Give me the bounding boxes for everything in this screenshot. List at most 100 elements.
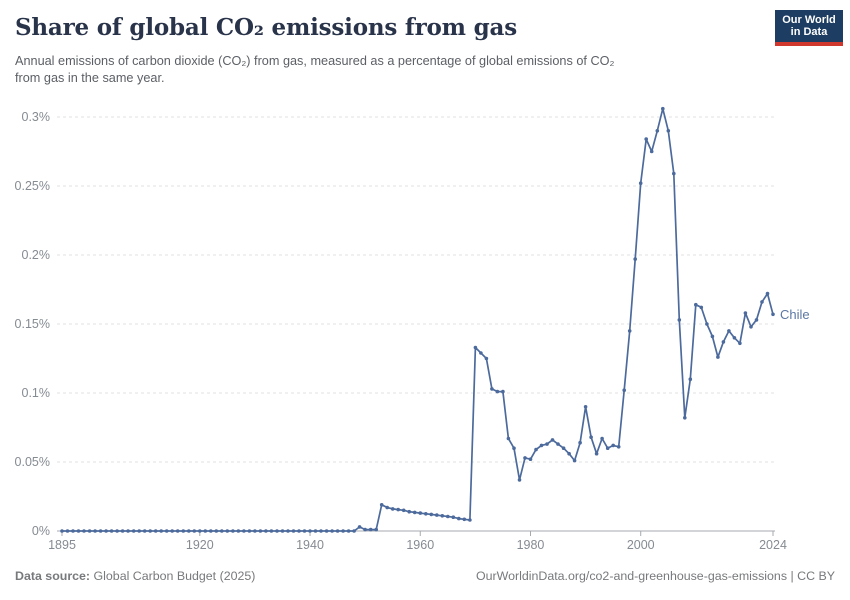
- data-point[interactable]: [754, 318, 759, 322]
- data-point[interactable]: [633, 257, 637, 261]
- data-point[interactable]: [137, 529, 141, 533]
- data-point[interactable]: [644, 137, 648, 141]
- data-point[interactable]: [291, 529, 296, 533]
- data-point[interactable]: [87, 529, 92, 533]
- data-point[interactable]: [115, 529, 119, 533]
- data-point[interactable]: [539, 443, 544, 448]
- data-point[interactable]: [352, 529, 356, 533]
- data-point[interactable]: [264, 529, 268, 533]
- data-point[interactable]: [490, 387, 494, 391]
- data-point[interactable]: [672, 171, 676, 176]
- data-point[interactable]: [98, 529, 103, 533]
- data-point[interactable]: [589, 435, 593, 440]
- data-point[interactable]: [357, 525, 362, 529]
- data-point[interactable]: [148, 529, 152, 533]
- data-point[interactable]: [258, 529, 263, 533]
- data-point[interactable]: [104, 529, 108, 533]
- data-point[interactable]: [429, 512, 434, 517]
- data-point[interactable]: [479, 351, 483, 355]
- data-point[interactable]: [705, 322, 709, 326]
- data-point[interactable]: [699, 305, 704, 310]
- data-point[interactable]: [396, 507, 401, 512]
- data-point[interactable]: [335, 529, 340, 533]
- data-point[interactable]: [666, 129, 671, 133]
- data-point[interactable]: [550, 438, 555, 442]
- data-point[interactable]: [716, 355, 720, 359]
- data-point[interactable]: [523, 456, 527, 460]
- data-point[interactable]: [412, 510, 417, 515]
- data-point[interactable]: [765, 291, 770, 296]
- data-point[interactable]: [407, 509, 412, 514]
- data-point[interactable]: [313, 529, 318, 533]
- data-point[interactable]: [567, 451, 571, 456]
- data-point[interactable]: [462, 517, 467, 522]
- data-point[interactable]: [694, 302, 698, 307]
- data-point[interactable]: [131, 529, 136, 533]
- data-point[interactable]: [198, 529, 202, 533]
- data-point[interactable]: [583, 405, 588, 409]
- data-point[interactable]: [738, 341, 742, 346]
- data-point[interactable]: [732, 336, 737, 340]
- owid-logo[interactable]: Our World in Data: [775, 10, 843, 46]
- data-point[interactable]: [572, 458, 577, 463]
- data-source-value[interactable]: Global Carbon Budget (2025): [93, 569, 256, 583]
- data-point[interactable]: [435, 513, 439, 517]
- data-point[interactable]: [142, 529, 147, 533]
- data-point[interactable]: [60, 529, 64, 533]
- data-point[interactable]: [600, 436, 604, 441]
- data-point[interactable]: [473, 345, 478, 350]
- data-point[interactable]: [649, 149, 654, 154]
- data-point[interactable]: [82, 529, 86, 533]
- data-point[interactable]: [126, 529, 130, 533]
- data-point[interactable]: [231, 529, 235, 533]
- data-point[interactable]: [611, 443, 615, 448]
- entity-label-chile[interactable]: Chile: [780, 307, 810, 322]
- data-point[interactable]: [545, 442, 549, 446]
- data-point[interactable]: [225, 529, 230, 533]
- data-point[interactable]: [192, 529, 197, 533]
- data-point[interactable]: [203, 529, 208, 533]
- data-point[interactable]: [484, 356, 489, 361]
- data-point[interactable]: [710, 334, 715, 339]
- data-point[interactable]: [638, 181, 643, 185]
- data-point[interactable]: [561, 446, 566, 451]
- data-point[interactable]: [451, 515, 456, 519]
- data-point[interactable]: [330, 529, 334, 533]
- data-point[interactable]: [594, 451, 599, 456]
- data-point[interactable]: [385, 505, 390, 510]
- data-point[interactable]: [253, 529, 257, 533]
- data-point[interactable]: [220, 529, 224, 533]
- data-point[interactable]: [506, 436, 511, 441]
- data-point[interactable]: [242, 529, 246, 533]
- data-point[interactable]: [275, 529, 279, 533]
- data-point[interactable]: [236, 529, 241, 533]
- data-point[interactable]: [468, 518, 472, 522]
- data-point[interactable]: [616, 445, 621, 449]
- data-point[interactable]: [501, 389, 505, 394]
- data-point[interactable]: [93, 529, 97, 533]
- data-point[interactable]: [341, 529, 345, 533]
- data-point[interactable]: [297, 529, 301, 533]
- data-point[interactable]: [170, 529, 174, 533]
- data-point[interactable]: [512, 446, 516, 451]
- data-point[interactable]: [319, 529, 323, 533]
- data-point[interactable]: [247, 529, 252, 533]
- data-point[interactable]: [308, 529, 312, 533]
- data-point[interactable]: [440, 514, 445, 518]
- data-point[interactable]: [269, 529, 274, 533]
- data-point[interactable]: [743, 311, 748, 315]
- data-point[interactable]: [578, 440, 582, 445]
- data-point[interactable]: [286, 529, 290, 533]
- data-point[interactable]: [556, 442, 560, 446]
- data-point[interactable]: [65, 529, 70, 533]
- data-point[interactable]: [280, 529, 285, 533]
- data-point[interactable]: [164, 529, 169, 533]
- data-point[interactable]: [153, 529, 158, 533]
- data-point[interactable]: [677, 318, 682, 322]
- data-point[interactable]: [655, 129, 660, 133]
- data-point[interactable]: [749, 325, 753, 329]
- data-point[interactable]: [688, 377, 693, 382]
- data-point[interactable]: [528, 457, 533, 462]
- data-point[interactable]: [683, 416, 687, 420]
